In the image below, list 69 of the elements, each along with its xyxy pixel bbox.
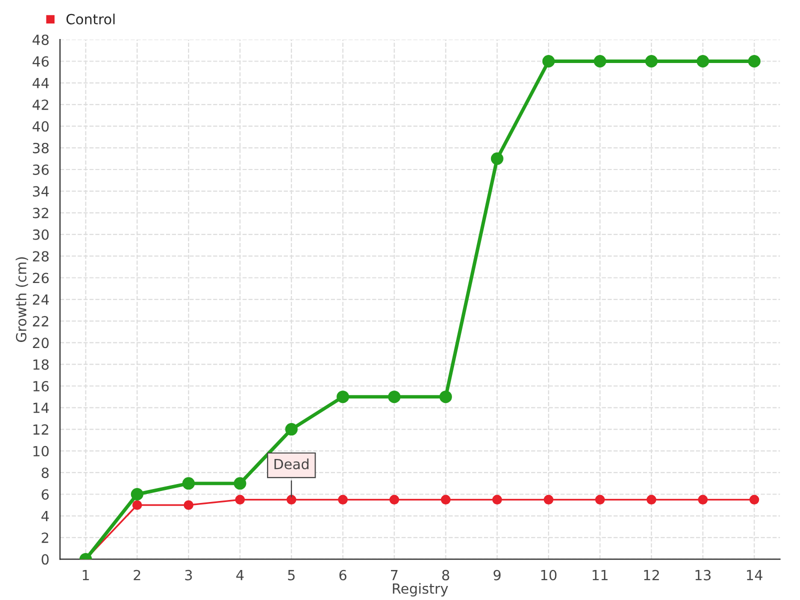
point	[595, 494, 605, 505]
y-tick-label: 6	[42, 489, 49, 500]
point	[182, 477, 195, 490]
y-tick-label: 0	[42, 554, 49, 565]
y-tick-label: 18	[33, 359, 49, 370]
y-tick-label: 48	[32, 34, 49, 46]
x-tick-label: 1	[82, 570, 89, 580]
y-tick-label: 14	[33, 402, 49, 413]
y-tick-label: 32	[32, 208, 48, 218]
point	[696, 55, 710, 68]
point	[645, 55, 658, 68]
x-tick-label: 9	[494, 570, 501, 580]
y-axis-title: Growth (cm)	[16, 257, 28, 342]
y-tick-label: 8	[42, 468, 49, 478]
y-tick-label: 34	[32, 186, 49, 197]
y-tick-label: 10	[33, 446, 49, 456]
x-tick-label: 4	[236, 570, 244, 580]
y-tick-label: 2	[42, 532, 48, 543]
y-tick-label: 22	[32, 316, 48, 326]
y-tick-label: 30	[32, 229, 49, 240]
y-tick-label: 24	[32, 294, 49, 305]
point	[132, 500, 142, 510]
x-tick-label: 10	[541, 570, 556, 580]
x-tick-label: 14	[746, 570, 762, 580]
point	[439, 390, 452, 404]
x-axis-title: Registry	[392, 583, 448, 596]
x-tick-label: 2	[134, 570, 140, 580]
point	[440, 494, 451, 505]
y-tick-label: 42	[32, 100, 48, 110]
point	[184, 500, 194, 510]
point	[338, 494, 348, 505]
y-tick-label: 46	[32, 56, 49, 67]
x-tick-label: 3	[185, 570, 192, 580]
x-tick-label: 5	[288, 570, 295, 580]
point	[285, 423, 298, 436]
x-tick-label: 12	[644, 570, 659, 580]
point	[594, 55, 606, 68]
legend-label: Control	[66, 14, 115, 24]
y-tick-label: 38	[32, 142, 49, 154]
y-tick-label: 4	[41, 511, 49, 522]
point	[389, 494, 400, 505]
point	[234, 477, 246, 490]
annotation: Dead	[274, 458, 308, 470]
point	[542, 55, 555, 68]
point	[490, 152, 504, 165]
point	[646, 494, 656, 505]
x-tick-label: 13	[696, 570, 711, 580]
point	[749, 494, 760, 505]
x-tick-label: 8	[442, 570, 450, 580]
point	[235, 494, 245, 505]
y-tick-label: 36	[32, 164, 49, 175]
y-tick-label: 12	[33, 424, 48, 435]
point	[698, 494, 708, 505]
point	[544, 494, 554, 505]
y-tick-label: 26	[32, 272, 49, 284]
x-tick-label: 7	[391, 570, 398, 580]
y-tick-label: 44	[32, 78, 49, 88]
x-tick-label: 6	[339, 570, 346, 580]
point	[336, 390, 350, 404]
point	[286, 494, 296, 505]
point	[492, 494, 502, 505]
y-tick-label: 16	[33, 380, 49, 392]
y-tick-label: 40	[32, 121, 49, 132]
point	[388, 390, 401, 404]
y-tick-label: 28	[32, 251, 49, 262]
y-tick-label: 20	[32, 338, 49, 348]
point	[748, 55, 761, 68]
x-tick-label: 11	[592, 570, 608, 580]
point	[130, 488, 144, 500]
